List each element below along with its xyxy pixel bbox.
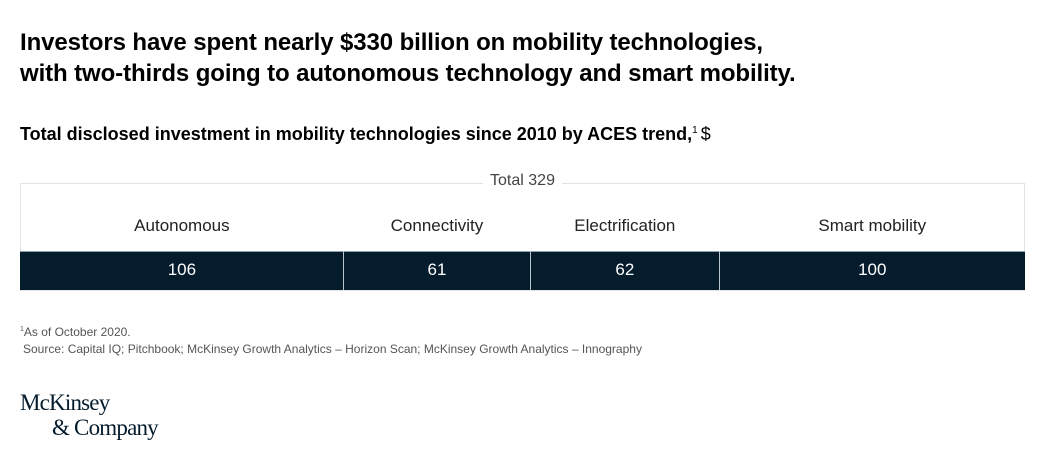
- footnote-marker: 1: [692, 125, 698, 136]
- value-label-autonomous: 106: [167, 260, 197, 279]
- segment-divider: [719, 251, 721, 290]
- subtitle-text: Total disclosed investment in mobility t…: [20, 124, 693, 144]
- mckinsey-logo: McKinsey & Company: [20, 390, 159, 440]
- total-label-wrap: Total 329: [20, 172, 1025, 190]
- category-label-smart-mobility: Smart mobility: [818, 216, 927, 235]
- logo-line-1: McKinsey: [20, 390, 110, 415]
- value-label-smart-mobility: 100: [858, 260, 887, 279]
- bar-segment-autonomous: [20, 251, 344, 290]
- headline-line-2: with two-thirds going to autonomous tech…: [20, 60, 796, 87]
- headline: Investors have spent nearly $330 billion…: [20, 27, 796, 89]
- footnote-1-text: As of October 2020.: [23, 325, 131, 339]
- category-label-connectivity: Connectivity: [390, 216, 484, 235]
- footnote-1-marker: 1: [20, 326, 24, 333]
- bar-segment-electrification: [530, 251, 720, 290]
- segment-divider: [343, 251, 345, 290]
- footnotes: 1As of October 2020. Source: Capital IQ;…: [20, 321, 642, 358]
- source-line: Source: Capital IQ; Pitchbook; McKinsey …: [23, 342, 642, 356]
- value-label-electrification: 62: [615, 260, 635, 279]
- category-label-autonomous: Autonomous: [134, 216, 230, 235]
- segment-divider: [529, 251, 531, 290]
- headline-line-1: Investors have spent nearly $330 billion…: [20, 29, 763, 56]
- unit-label: $: [700, 124, 711, 144]
- category-label-electrification: Electrification: [574, 216, 676, 235]
- logo-line-2: & Company: [52, 415, 159, 440]
- value-label-connectivity: 61: [427, 260, 447, 279]
- stacked-bar-chart: Total 329 Autonomous 106 Connectivity 61 Ele…: [20, 172, 1025, 291]
- bar-segment-connectivity: [343, 251, 531, 290]
- chart-subtitle: Total disclosed investment in mobility t…: [20, 124, 711, 145]
- total-label: Total 329: [483, 172, 562, 189]
- bar-segment-smart-mobility: [719, 251, 1025, 290]
- footnote-1: 1As of October 2020.: [20, 321, 642, 341]
